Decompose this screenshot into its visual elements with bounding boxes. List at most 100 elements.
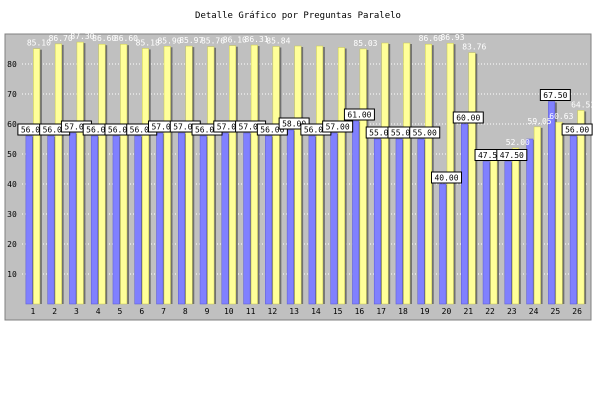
x-tick-label: 4 xyxy=(96,307,101,316)
x-tick-label: 14 xyxy=(311,307,321,316)
y-axis-ticks: 10 20 30 40 50 60 70 80 xyxy=(7,60,17,279)
x-tick-label: 13 xyxy=(289,307,299,316)
bar-series-2 xyxy=(163,46,171,305)
data-label-series-1: 57.00 xyxy=(239,123,263,132)
data-label-series-2: 59.05 xyxy=(528,117,552,126)
bar-series-1 xyxy=(395,138,403,305)
data-label-series-2: 86.10 xyxy=(223,36,247,45)
data-label-series-1: 67.50 xyxy=(543,91,567,100)
data-label-series-1: 47.50 xyxy=(478,151,502,160)
bar-series-2 xyxy=(250,44,258,305)
data-label-series-1: 61.00 xyxy=(347,111,371,120)
x-tick-label: 24 xyxy=(529,307,539,316)
x-tick-label: 8 xyxy=(183,307,188,316)
data-label-series-1: 57.00 xyxy=(64,123,88,132)
data-label-series-2: 52.00 xyxy=(506,138,530,147)
data-label-series-2: 86.31 xyxy=(245,35,269,44)
bar-series-2 xyxy=(98,43,106,305)
bar-series-1 xyxy=(286,129,294,305)
bar-series-1 xyxy=(221,132,229,305)
bar-series-2 xyxy=(76,41,84,305)
x-tick-label: 26 xyxy=(572,307,582,316)
x-tick-label: 7 xyxy=(161,307,166,316)
data-label-series-2: 86.60 xyxy=(419,34,443,43)
data-label-series-1: 56.00 xyxy=(130,126,154,135)
bar-series-1 xyxy=(482,161,490,305)
bar-series-2 xyxy=(54,43,62,305)
data-label-box xyxy=(409,126,441,139)
data-label-series-1: 55.00 xyxy=(413,129,437,138)
bar-series-1 xyxy=(373,138,381,305)
bar-series-1 xyxy=(265,135,273,305)
y-tick-label: 10 xyxy=(7,270,17,279)
x-tick-label: 17 xyxy=(376,307,386,316)
data-label-series-1: 40.00 xyxy=(434,174,458,183)
data-label-series-1: 55.00 xyxy=(369,129,393,138)
x-tick-label: 12 xyxy=(268,307,278,316)
data-label-series-1: 56.00 xyxy=(86,126,110,135)
data-label-series-2: 64.52 xyxy=(571,100,595,109)
data-label-series-1: 57.00 xyxy=(151,123,175,132)
bar-series-2 xyxy=(533,126,541,305)
x-tick-label: 5 xyxy=(118,307,123,316)
data-label-box xyxy=(343,108,375,121)
bar-series-2 xyxy=(512,147,520,305)
bar-series-2 xyxy=(185,45,193,305)
data-label-series-2: 86.93 xyxy=(440,33,464,42)
data-label-series-1: 57.00 xyxy=(173,123,197,132)
x-tick-label: 11 xyxy=(246,307,256,316)
bar-series-1 xyxy=(548,101,556,305)
data-label-series-1: 57.00 xyxy=(326,123,350,132)
bar-series-1 xyxy=(439,183,447,305)
bar-series-2 xyxy=(294,45,302,305)
data-label-series-2: 86.70 xyxy=(49,34,73,43)
data-label-series-1: 56.00 xyxy=(21,126,45,135)
bar-series-1 xyxy=(47,135,55,305)
bar-series-2 xyxy=(468,52,476,305)
bar-series-2 xyxy=(577,110,585,305)
bar-series-2 xyxy=(207,46,215,305)
data-label-box xyxy=(431,171,462,184)
bar-series-2 xyxy=(316,45,324,305)
data-label-series-2: 85.03 xyxy=(353,39,377,48)
data-label-box xyxy=(539,89,571,101)
data-label-box xyxy=(561,123,593,136)
data-label-series-2: 85.18 xyxy=(136,38,160,47)
bar-series-1 xyxy=(569,135,577,305)
bar-series-2 xyxy=(403,42,411,305)
y-tick-label: 70 xyxy=(7,90,17,99)
bar-series-1 xyxy=(526,138,534,305)
bar-series-1 xyxy=(243,132,251,305)
data-label-series-1: 57.00 xyxy=(217,123,241,132)
data-label-series-2: 85.97 xyxy=(179,36,203,45)
data-label-series-2: 85.10 xyxy=(27,39,51,48)
bar-series-2 xyxy=(120,43,128,305)
data-label-series-1: 56.00 xyxy=(304,126,328,135)
bar-series-1 xyxy=(504,161,512,305)
data-label-series-2: 87.30 xyxy=(70,32,94,41)
bar-series-1 xyxy=(156,132,164,305)
y-tick-label: 50 xyxy=(7,150,17,159)
bar-series-2 xyxy=(424,43,432,305)
x-tick-label: 9 xyxy=(205,307,210,316)
data-label-series-1: 56.00 xyxy=(43,126,67,135)
x-tick-label: 25 xyxy=(551,307,561,316)
bar-series-1 xyxy=(352,120,360,305)
data-label-series-2: 86.60 xyxy=(92,34,116,43)
data-label-box xyxy=(322,120,354,133)
bar-series-2 xyxy=(33,48,41,305)
data-label-series-2: 83.76 xyxy=(462,43,486,52)
x-tick-label: 22 xyxy=(485,307,495,316)
bar-series-2 xyxy=(490,153,498,305)
data-label-series-1: 47.50 xyxy=(500,151,524,160)
bar-series-1 xyxy=(90,135,98,305)
x-tick-label: 2 xyxy=(52,307,57,316)
bar-series-1 xyxy=(199,135,207,305)
x-tick-label: 6 xyxy=(139,307,144,316)
bar-series-1 xyxy=(330,132,338,305)
data-labels: 85.1086.7087.3086.6086.6085.1885.9085.97… xyxy=(17,32,595,184)
bar-series-1 xyxy=(178,132,186,305)
bar-series-1 xyxy=(308,135,316,305)
x-tick-label: 20 xyxy=(442,307,452,316)
x-tick-label: 19 xyxy=(420,307,430,316)
